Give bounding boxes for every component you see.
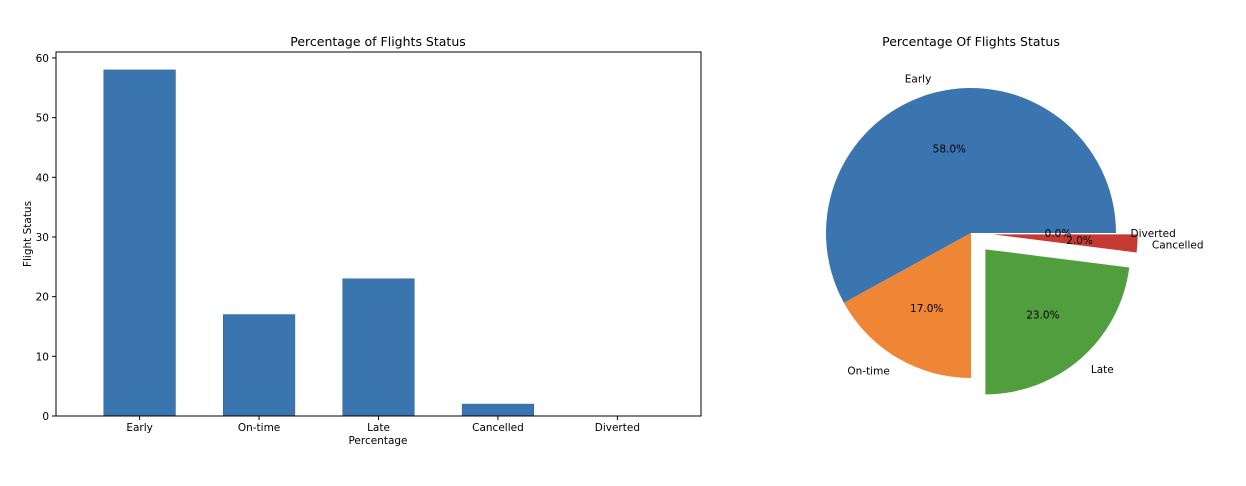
pie-label-early: Early <box>905 74 932 86</box>
pie-percent-on-time: 17.0% <box>910 303 943 315</box>
y-axis-ticks: 0 10 20 30 40 50 60 <box>36 53 56 423</box>
x-tick-label-late: Late <box>367 422 390 434</box>
pie-percent-early: 58.0% <box>933 144 966 156</box>
bar-chart: Percentage of Flights Status 0 10 20 30 40 50… <box>22 34 702 447</box>
bar-late <box>342 278 415 417</box>
x-tick-label-early: Early <box>126 422 153 434</box>
y-tick-label: 20 <box>36 292 49 304</box>
pie-percent-diverted: 0.0% <box>1045 228 1072 240</box>
y-tick-label: 60 <box>36 53 49 65</box>
pie-percent-late: 23.0% <box>1026 310 1059 322</box>
x-tick-label-diverted: Diverted <box>595 422 640 434</box>
x-tick-label-cancelled: Cancelled <box>472 422 524 434</box>
pie-slice-late <box>985 249 1130 395</box>
bar-chart-title: Percentage of Flights Status <box>290 34 466 49</box>
pie-chart-title: Percentage Of Flights Status <box>882 34 1060 49</box>
pie-labels: Early 58.0% On-time 17.0% Late 23.0% Cancelled… <box>847 74 1203 378</box>
bar-early <box>103 69 176 417</box>
y-tick-label: 40 <box>36 172 49 184</box>
plot-frame <box>55 51 702 417</box>
pie-label-diverted: Diverted <box>1131 228 1176 240</box>
pie-label-on-time: On-time <box>847 365 889 377</box>
pie-label-late: Late <box>1091 364 1114 376</box>
pie-slices <box>825 87 1138 395</box>
bar-on-time <box>222 314 296 417</box>
pie-slice-cancelled <box>992 234 1138 253</box>
x-axis-ticks: Early On-time Late Cancelled Diverted <box>126 416 640 434</box>
x-tick-label-on-time: On-time <box>238 422 280 434</box>
pie-slice-early <box>825 87 1116 303</box>
pie-chart: Percentage Of Flights Status Early 58.0% O… <box>825 34 1204 395</box>
y-tick-label: 10 <box>36 351 49 363</box>
y-tick-label: 0 <box>42 411 49 423</box>
bar-cancelled <box>461 403 535 417</box>
bar-series <box>103 69 535 417</box>
pie-label-cancelled: Cancelled <box>1152 239 1204 251</box>
y-axis-label: Flight Status <box>22 201 34 267</box>
y-tick-label: 50 <box>36 113 49 125</box>
x-axis-label: Percentage <box>348 435 407 447</box>
y-tick-label: 30 <box>36 232 49 244</box>
pie-percent-cancelled: 2.0% <box>1066 235 1093 247</box>
pie-slice-on-time <box>843 233 971 378</box>
